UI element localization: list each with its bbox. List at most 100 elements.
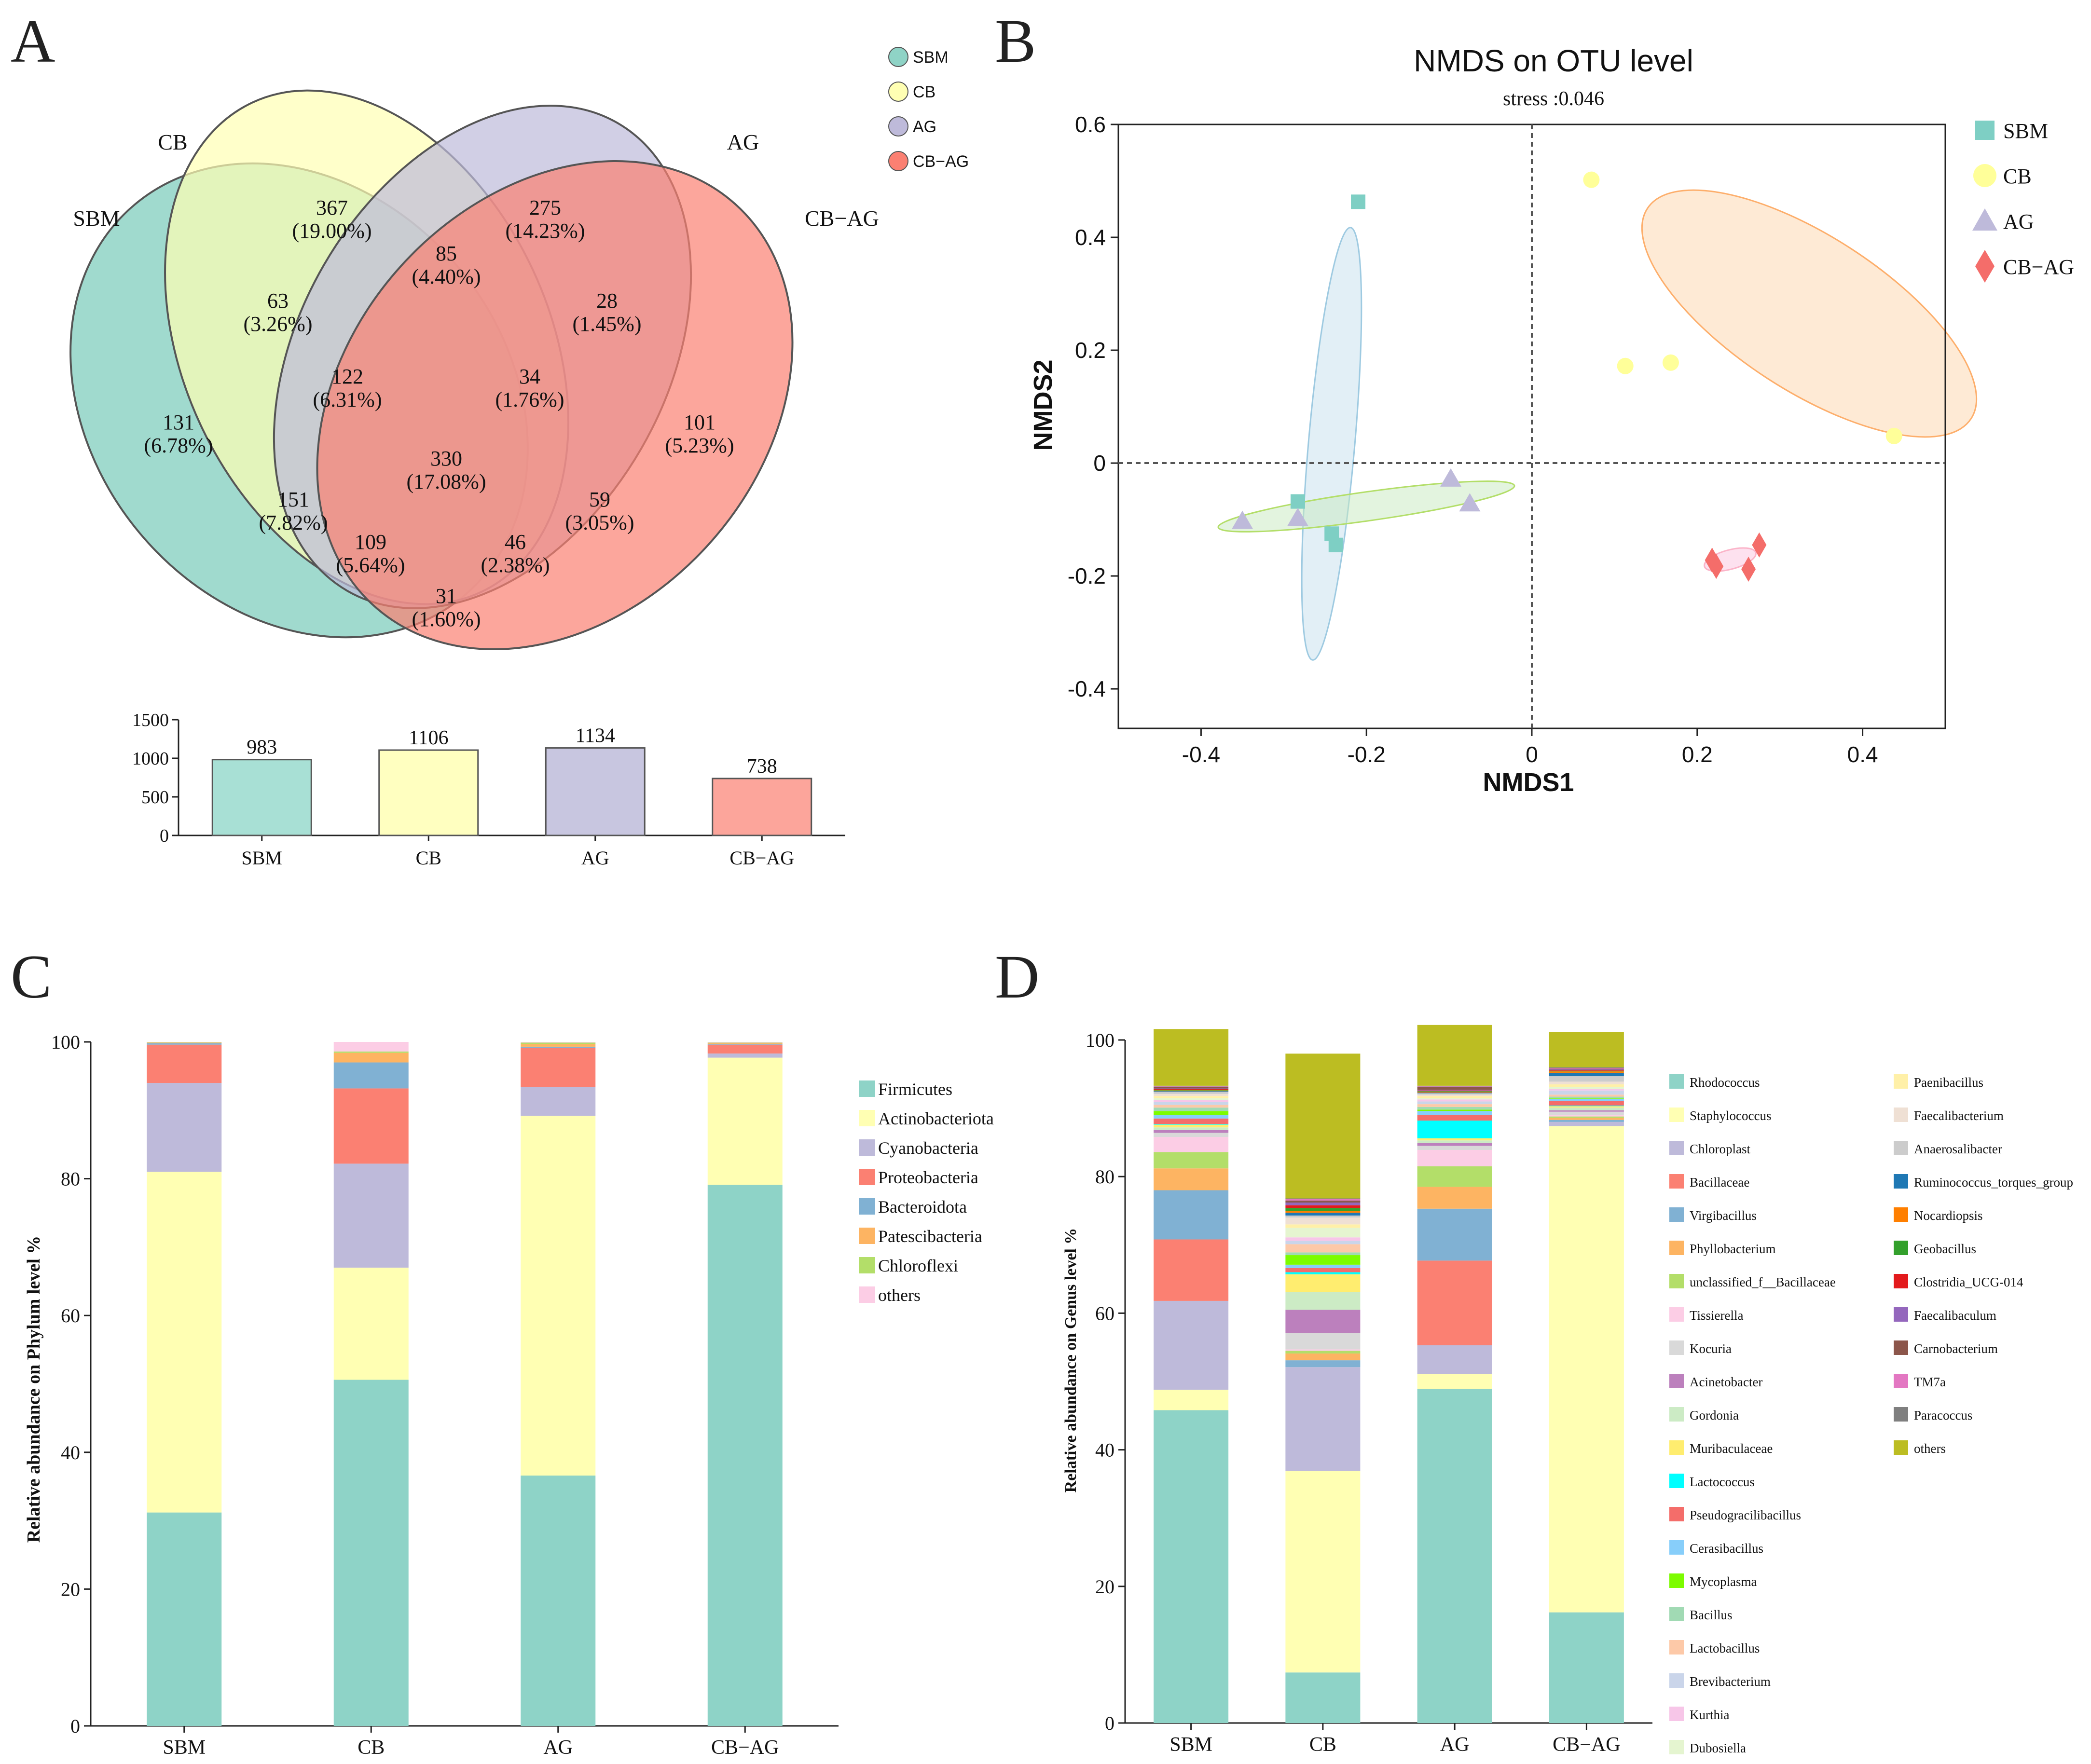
genus-bar-segment [1285, 1292, 1361, 1310]
venn-region-count: 131 [163, 410, 194, 434]
genus-legend-item: Brevibacterium [1669, 1673, 1771, 1689]
venn-region-percent: (1.76%) [495, 388, 564, 411]
genus-bar-segment [1285, 1215, 1361, 1218]
genus-bar-segment [1285, 1310, 1361, 1333]
phylum-legend-label: Actinobacteriota [878, 1109, 994, 1128]
nmds-points [1232, 171, 1902, 582]
venn-legend-item: SBM [888, 47, 949, 67]
genus-bar-segment [1417, 1094, 1492, 1096]
genus-legend-item: Kurthia [1669, 1707, 1729, 1722]
genus-bar-segment [1285, 1333, 1361, 1350]
nmds-legend: SBM CB AG CB−AG [1972, 119, 2074, 283]
phylum-bar-segment [333, 1163, 409, 1268]
venn-region-count: 275 [529, 196, 561, 219]
genus-bar-segment [1154, 1105, 1229, 1108]
genus-bar-segment [1154, 1152, 1229, 1169]
genus-legend-swatch [1894, 1274, 1908, 1288]
genus-legend-swatch [1669, 1174, 1684, 1189]
nmds-ellipse-sbm [1301, 227, 1362, 661]
genus-y-tick-label: 0 [1105, 1712, 1114, 1734]
inset-bars: 983 1106 1134 738 [211, 725, 812, 836]
genus-bar-segment [1549, 1106, 1624, 1108]
phylum-bar-segment [147, 1172, 222, 1513]
nmds-point-cb [1617, 357, 1634, 374]
genus-bar-segment [1549, 1101, 1624, 1106]
nmds-y-tick-label: -0.4 [1068, 676, 1106, 701]
venn-region-count: 330 [430, 447, 462, 470]
genus-legend-label: Mycoplasma [1690, 1574, 1757, 1589]
genus-bar-segment [1549, 1121, 1624, 1126]
genus-legend-swatch [1669, 1340, 1684, 1355]
genus-legend-label: Paracoccus [1914, 1408, 1972, 1422]
genus-bar-segment [1154, 1239, 1229, 1301]
genus-bar-segment [1417, 1187, 1492, 1209]
venn-set-cb-ag [316, 160, 794, 650]
nmds-point-cb [1885, 427, 1902, 444]
panel-label-b: B [995, 7, 1036, 75]
venn-region-count: 63 [267, 289, 289, 313]
genus-bar-segment [1549, 1120, 1624, 1122]
nmds-x-tick-label: 0.2 [1682, 742, 1713, 767]
genus-legend-item: Virgibacillus [1669, 1207, 1757, 1223]
inset-x-tick-label: AG [581, 847, 609, 869]
phylum-legend-item: Bacteroidota [859, 1197, 967, 1217]
genus-bar-segment [1549, 1108, 1624, 1110]
genus-legend-swatch [1669, 1573, 1684, 1588]
inset-bar [211, 759, 312, 836]
venn-region-count: 59 [589, 488, 610, 511]
genus-bar-segment [1417, 1109, 1492, 1111]
venn-legend-label: CB [913, 83, 935, 101]
phylum-legend-swatch [859, 1169, 875, 1185]
venn-set-label-ag: AG [727, 130, 759, 154]
genus-legend-label: Phyllobacterium [1690, 1242, 1775, 1256]
phylum-bar-segment [147, 1512, 222, 1726]
phylum-legend-label: Proteobacteria [878, 1168, 978, 1187]
nmds-point-cb [1662, 354, 1679, 371]
genus-legend-item: Bacillaceae [1669, 1174, 1749, 1190]
nmds-point-ag [1459, 493, 1481, 512]
genus-bar-segment [1417, 1093, 1492, 1095]
genus-legend-swatch [1894, 1407, 1908, 1422]
genus-legend-item: Faecalibacterium [1894, 1108, 2004, 1123]
phylum-legend-item: Actinobacteriota [859, 1109, 994, 1128]
genus-x-tick-label: CB−AG [1553, 1734, 1620, 1756]
phylum-legend-item: Cyanobacteria [859, 1138, 978, 1158]
genus-legend-item: Acinetobacter [1669, 1374, 1762, 1389]
genus-legend-label: unclassified_f__Bacillaceae [1690, 1275, 1836, 1289]
inset-bar-value-label: 738 [747, 755, 777, 778]
phylum-x-tick-label: CB−AG [711, 1737, 779, 1759]
nmds-point-cb [1583, 171, 1600, 188]
phylum-y-tick-label: 20 [61, 1578, 80, 1600]
genus-legend-item: Phyllobacterium [1669, 1241, 1775, 1256]
venn-region-count: 85 [436, 242, 457, 265]
genus-bar-segment [1417, 1140, 1492, 1143]
genus-bar-segment [1417, 1099, 1492, 1102]
venn-legend-label: AG [913, 118, 936, 136]
inset-bar-value-label: 983 [247, 737, 277, 759]
genus-bar-segment [1154, 1133, 1229, 1137]
nmds-legend-swatch [1972, 208, 1997, 231]
genus-legend-label: Carnobacterium [1914, 1341, 1998, 1356]
genus-bar-segment [1154, 1091, 1229, 1092]
genus-y-tick-label: 80 [1095, 1166, 1114, 1188]
phylum-legend-item: others [859, 1285, 921, 1305]
genus-legend-label: Faecalibaculum [1914, 1308, 1996, 1323]
phylum-bars [147, 1042, 783, 1726]
genus-bar-segment [1417, 1143, 1492, 1146]
phylum-bar-segment [521, 1046, 596, 1048]
genus-bar-segment [1417, 1121, 1492, 1138]
genus-legend-label: Kocuria [1690, 1341, 1732, 1356]
genus-bar-segment [1154, 1111, 1229, 1115]
genus-bar-segment [1285, 1199, 1361, 1201]
genus-bar-segment [1417, 1096, 1492, 1098]
phylum-bar-segment [147, 1042, 222, 1043]
venn-set-label-sbm: SBM [73, 206, 120, 231]
genus-stacked-bar-chart: 0 20 40 60 80 100 SBM CB AG CB−AG Relative abunda… [1062, 1025, 2073, 1756]
genus-bar-segment [1154, 1087, 1229, 1089]
genus-legend-item: Geobacillus [1894, 1241, 1976, 1256]
nmds-ellipses [1217, 189, 1978, 661]
genus-bar-segment [1285, 1205, 1361, 1208]
venn-legend-swatch [888, 116, 908, 137]
genus-legend-swatch [1669, 1274, 1684, 1288]
phylum-bar-segment [707, 1042, 783, 1043]
